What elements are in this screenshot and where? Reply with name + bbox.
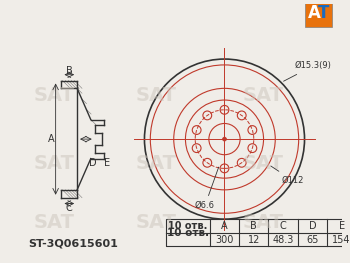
Text: SAT: SAT <box>136 154 177 173</box>
Text: SAT: SAT <box>33 86 74 105</box>
Text: SAT: SAT <box>243 154 284 173</box>
Text: E: E <box>104 159 111 169</box>
Text: 10 отв.: 10 отв. <box>167 228 209 238</box>
Text: Ø112: Ø112 <box>271 166 303 185</box>
Text: A: A <box>221 221 228 231</box>
Text: D: D <box>89 159 97 169</box>
Text: SAT: SAT <box>33 154 74 173</box>
Text: Ø6.6: Ø6.6 <box>195 167 219 210</box>
Text: SAT: SAT <box>136 86 177 105</box>
Text: A: A <box>308 4 321 22</box>
Text: 12: 12 <box>247 235 260 245</box>
Bar <box>304 0 332 27</box>
Text: T: T <box>317 4 329 22</box>
Text: A: A <box>48 134 55 144</box>
Text: 48.3: 48.3 <box>272 235 294 245</box>
Circle shape <box>223 137 226 141</box>
Text: E: E <box>338 221 345 231</box>
Text: ST-3Q0615601: ST-3Q0615601 <box>28 239 118 249</box>
Text: D: D <box>309 221 316 231</box>
Text: SAT: SAT <box>33 213 74 231</box>
Text: B: B <box>250 221 257 231</box>
Text: 10 отв.: 10 отв. <box>168 221 208 231</box>
Text: SAT: SAT <box>136 213 177 231</box>
Text: 154: 154 <box>332 235 350 245</box>
Text: B: B <box>66 66 73 76</box>
Text: 65: 65 <box>306 235 318 245</box>
Text: 300: 300 <box>215 235 234 245</box>
Text: Ø15.3(9): Ø15.3(9) <box>284 61 332 81</box>
Text: C: C <box>66 203 73 213</box>
Text: SAT: SAT <box>243 213 284 231</box>
Text: SAT: SAT <box>243 86 284 105</box>
Text: C: C <box>280 221 286 231</box>
Bar <box>166 219 350 246</box>
